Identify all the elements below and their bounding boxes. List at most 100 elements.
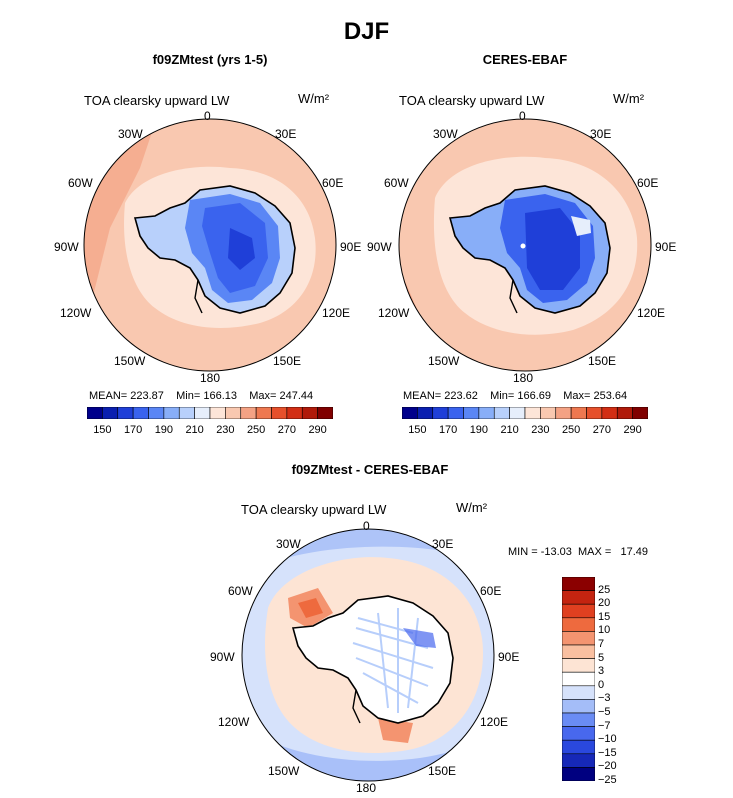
lon-label-120w: 120W (218, 715, 250, 729)
pole-point (520, 243, 526, 249)
map-frame (83, 118, 337, 372)
labelbar-tick-label: 25 (598, 583, 611, 596)
labelbar-swatch (87, 407, 103, 419)
lon-label-30w: 30W (276, 537, 301, 551)
panel3-title: f09ZMtest - CERES-EBAF (291, 462, 449, 477)
lon-label-60e: 60E (637, 176, 659, 190)
labelbar-tick-label: 190 (154, 424, 174, 436)
labelbar-swatch (562, 671, 595, 687)
lon-label-90e: 90E (498, 650, 520, 664)
labelbar-swatch (586, 407, 603, 419)
labelbar-swatch (209, 407, 226, 419)
labelbar-tick-label: 170 (123, 424, 143, 436)
labelbar-swatch (478, 407, 495, 419)
lon-label-0: 0 (519, 109, 526, 123)
lon-label-90w: 90W (210, 650, 235, 664)
lon-label-120e: 120E (637, 306, 666, 320)
lon-label-120w: 120W (60, 306, 92, 320)
labelbar-tick-label: 5 (598, 651, 605, 664)
panel1-variable: TOA clearsky upward LW (84, 93, 230, 108)
labelbar-swatch (194, 407, 211, 419)
labelbar-tick-label: 290 (308, 424, 327, 436)
labelbar-tick-label: −25 (598, 774, 617, 786)
labelbar-swatch (117, 407, 134, 419)
panel1-labelbar (87, 407, 333, 419)
panel3-labelbar (562, 577, 595, 781)
labelbar-swatch (286, 407, 303, 419)
panel1-title: f09ZMtest (yrs 1-5) (152, 52, 268, 67)
labelbar-swatch (102, 407, 119, 419)
panel1-labelbar-ticks: 150 170 190 210 230 250 270 290 (87, 424, 333, 438)
labelbar-tick-label: 150 (408, 424, 427, 436)
labelbar-swatch (570, 407, 587, 419)
labelbar-swatch (301, 407, 318, 419)
labelbar-swatch (271, 407, 288, 419)
lon-label-120e: 120E (322, 306, 351, 320)
antarctica-core (228, 228, 255, 270)
panel3-stats: MIN = -13.03 MAX = 17.49 (508, 546, 649, 558)
labelbar-swatch (562, 577, 595, 591)
lon-label-30e: 30E (432, 537, 454, 551)
labelbar-swatch (555, 407, 572, 419)
labelbar-swatch (402, 407, 418, 419)
panel3-variable: TOA clearsky upward LW (241, 502, 387, 517)
labelbar-swatch (148, 407, 165, 419)
labelbar-swatch (509, 407, 526, 419)
negative-patch (403, 628, 436, 648)
labelbar-swatch (562, 631, 595, 646)
panel3-labelbar-ticks: 25 20 15 10 7 5 3 0 −3 −5 −7 −10 −15 −20 −25 (598, 577, 638, 787)
labelbar-tick-label: −10 (598, 733, 617, 746)
labelbar-swatch (562, 590, 595, 605)
labelbar-swatch (562, 767, 595, 781)
lon-label-120e: 120E (480, 715, 509, 729)
labelbar-tick-label: −15 (598, 746, 617, 759)
ice-streaks (352, 608, 434, 713)
lon-label-90w: 90W (54, 240, 79, 254)
labelbar-swatch (562, 617, 595, 632)
labelbar-tick-label: 20 (598, 597, 611, 610)
labelbar-tick-label: 3 (598, 665, 605, 678)
panel3-units: W/m² (456, 500, 488, 515)
lon-label-90w: 90W (367, 240, 392, 254)
labelbar-swatch (562, 726, 595, 741)
ross-coast (352, 689, 361, 724)
lon-label-150w: 150W (428, 354, 460, 368)
ross-coast (194, 279, 203, 314)
labelbar-tick-label: 150 (93, 424, 112, 436)
panel3-map (241, 528, 495, 782)
labelbar-swatch (417, 407, 434, 419)
labelbar-tick-label: 15 (598, 610, 611, 623)
panel2-units: W/m² (613, 91, 645, 106)
coastline (133, 185, 296, 314)
lon-label-60w: 60W (228, 584, 253, 598)
panel2-map (398, 118, 652, 372)
panel2-variable: TOA clearsky upward LW (399, 93, 545, 108)
lon-label-60e: 60E (480, 584, 502, 598)
lon-label-180: 180 (513, 371, 534, 385)
lon-label-0: 0 (204, 109, 211, 123)
labelbar-swatch (562, 644, 595, 659)
labelbar-swatch (240, 407, 257, 419)
labelbar-swatch (562, 603, 595, 619)
lon-label-30e: 30E (590, 127, 612, 141)
map-frame (241, 528, 495, 782)
antarctica-field (293, 596, 453, 723)
lon-label-90e: 90E (655, 240, 677, 254)
coastline (448, 185, 611, 314)
labelbar-swatch (540, 407, 557, 419)
labelbar-swatch (562, 753, 595, 768)
lon-label-60w: 60W (384, 176, 409, 190)
labelbar-swatch (447, 407, 464, 419)
labelbar-tick-label: 230 (531, 424, 550, 436)
panel2-title: CERES-EBAF (482, 52, 568, 67)
labelbar-swatch (562, 739, 595, 755)
panel1-map (83, 118, 337, 372)
labelbar-swatch (163, 407, 180, 419)
lon-label-0: 0 (363, 519, 370, 533)
antarctica-inner (525, 208, 580, 290)
panel2-labelbar-ticks: 150 170 190 210 230 250 270 290 (402, 424, 648, 438)
labelbar-tick-label: 210 (500, 424, 519, 436)
labelbar-swatch (178, 407, 195, 419)
lon-label-60e: 60E (322, 176, 344, 190)
labelbar-tick-label: 10 (598, 624, 611, 637)
